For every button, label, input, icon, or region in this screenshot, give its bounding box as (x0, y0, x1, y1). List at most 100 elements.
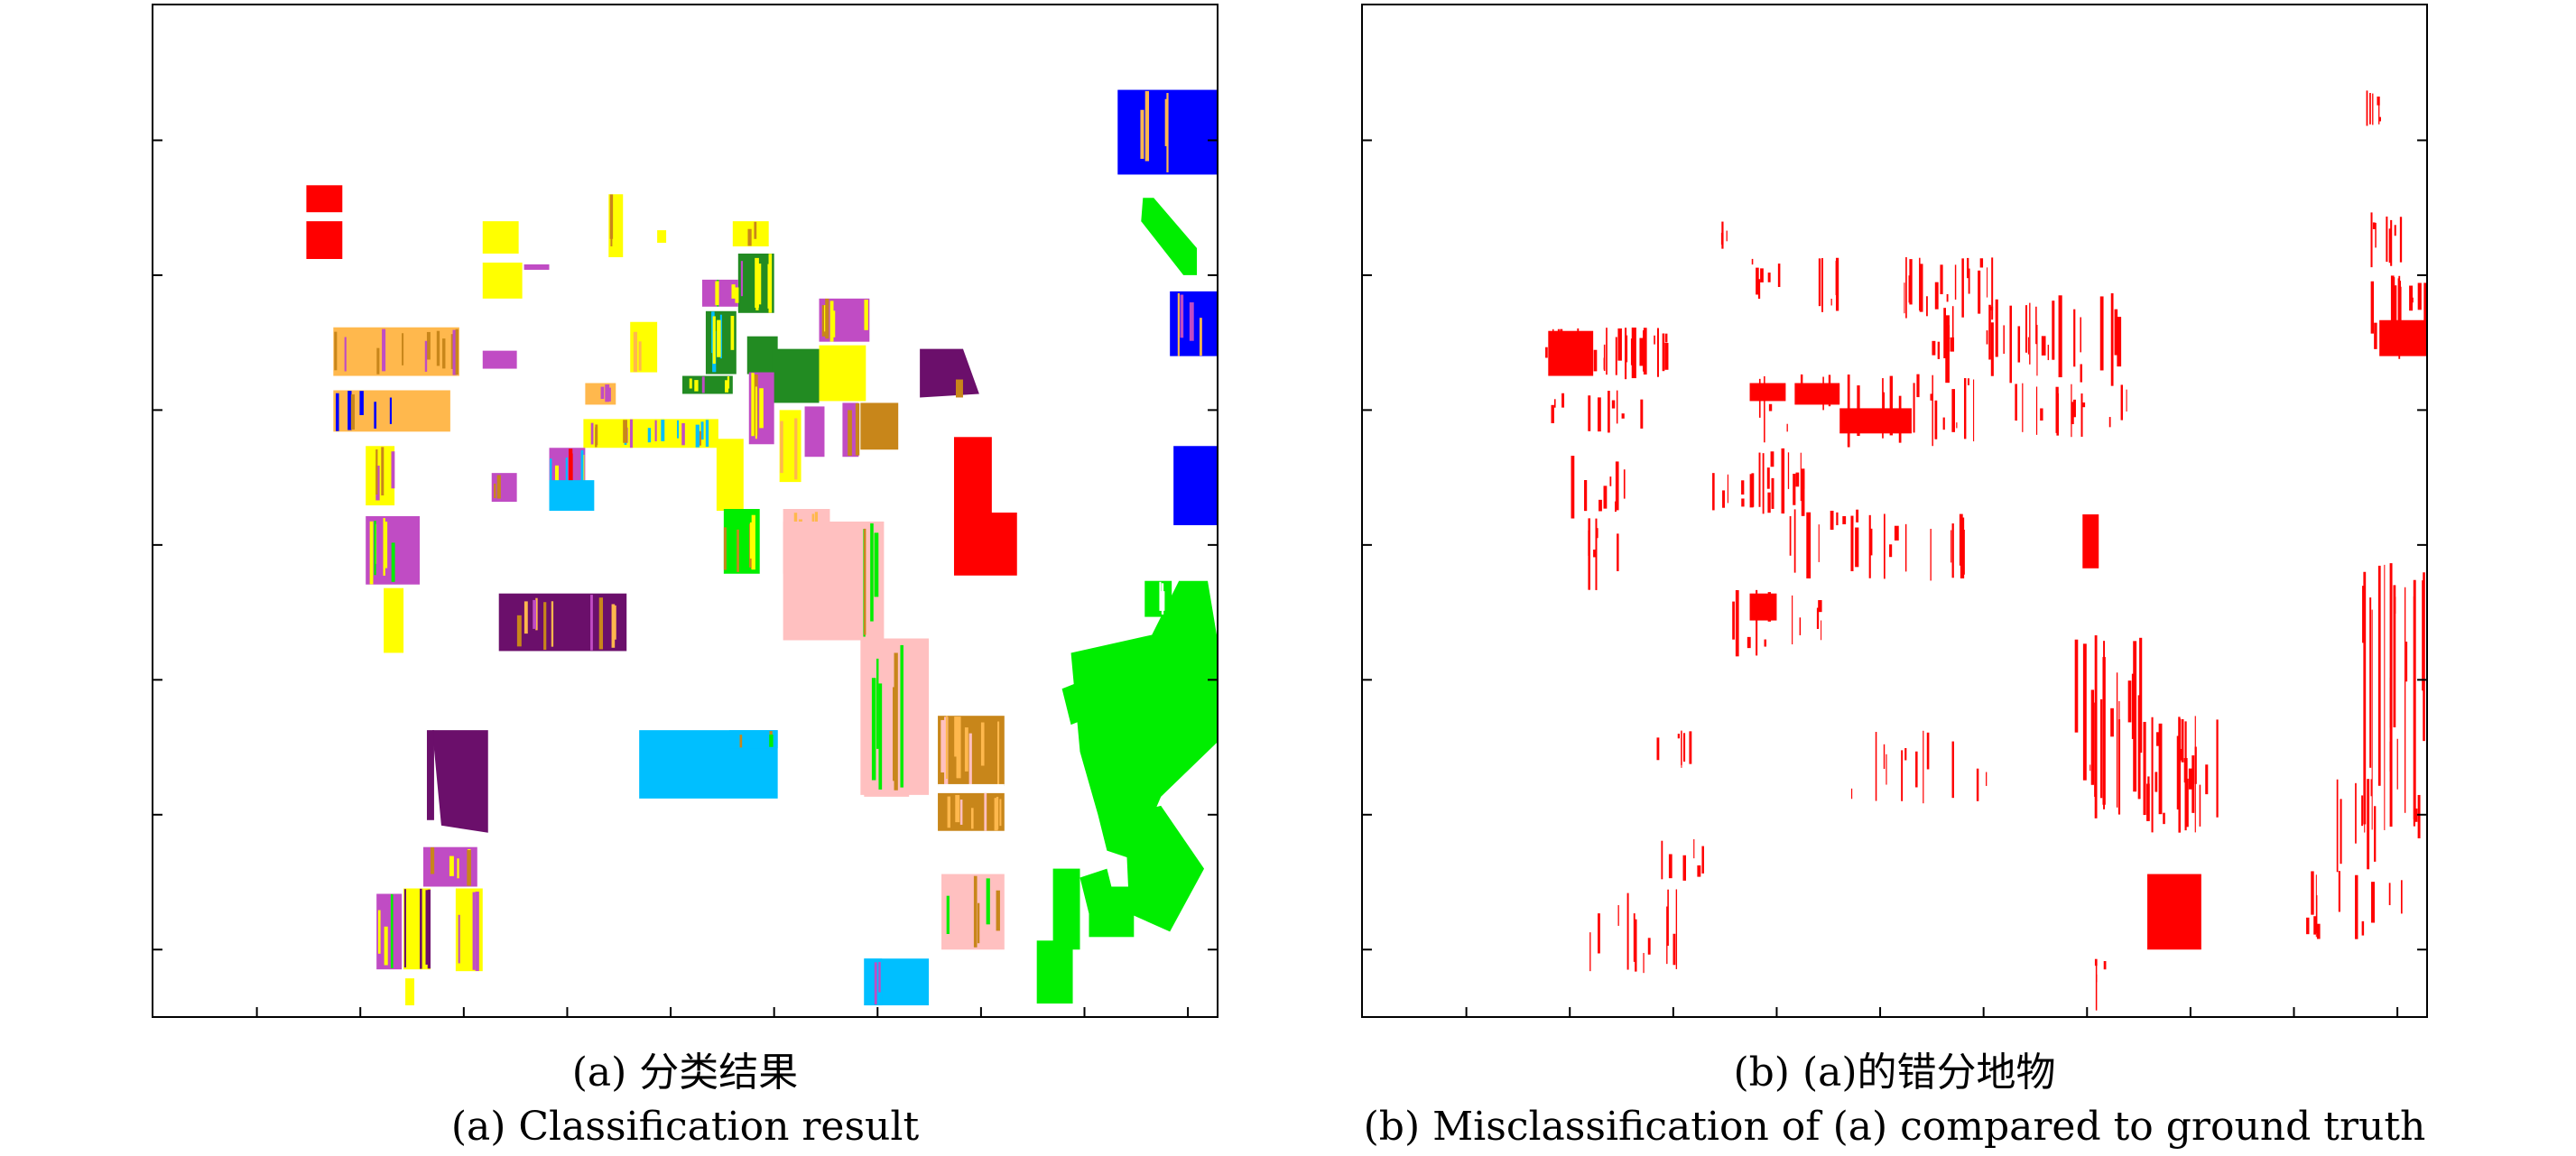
error-pixel (1664, 342, 1669, 370)
tick-mark (773, 1007, 775, 1016)
map-stripe (383, 518, 385, 576)
error-pixel (1642, 330, 1645, 372)
error-pixel (2413, 579, 2416, 819)
caption-b-english: (b) Misclassification of (a) compared to… (1363, 1104, 2426, 1150)
map-stripe (600, 386, 605, 400)
error-pixel (2095, 962, 2098, 1011)
tick-mark (2086, 1007, 2089, 1016)
map-stripe (638, 341, 642, 371)
map-region (804, 406, 825, 458)
tick-mark (1208, 273, 1217, 276)
error-pixel (1978, 270, 1981, 314)
tick-mark (1083, 1007, 1086, 1016)
error-pixel (1882, 378, 1884, 439)
error-pixel (2184, 896, 2189, 928)
map-stripe (629, 419, 633, 449)
map-stripe (389, 397, 392, 424)
map-stripe (436, 330, 440, 366)
error-pixel (2191, 755, 2195, 813)
map-region (306, 221, 343, 259)
error-pixel (2355, 782, 2357, 844)
error-pixel (2188, 768, 2192, 790)
error-pixel (2118, 700, 2120, 730)
error-pixel (2423, 282, 2426, 343)
map-stripe (661, 420, 665, 441)
tick-mark (1569, 1007, 1571, 1016)
map-region (333, 327, 459, 376)
error-pixel (2103, 641, 2106, 809)
error-pixel (1760, 268, 1764, 282)
error-pixel (1593, 349, 1598, 372)
map-stripe (878, 961, 881, 993)
error-pixel (2094, 702, 2097, 797)
error-pixel (1875, 732, 1877, 801)
error-pixel (1806, 512, 1812, 578)
map-stripe (705, 420, 709, 448)
map-stripe (768, 254, 773, 313)
error-pixel (1668, 854, 1673, 879)
map-stripe (821, 305, 826, 337)
map-stripe (864, 528, 866, 635)
map-stripe (449, 855, 454, 876)
error-pixel (2163, 812, 2165, 825)
map-stripe (533, 599, 536, 629)
error-pixel (1930, 528, 1932, 581)
error-pixel (1616, 390, 1618, 424)
error-pixel (1767, 492, 1771, 513)
error-pixel (1919, 264, 1923, 312)
error-pixel (1926, 296, 1928, 317)
error-pixel (1735, 589, 1739, 657)
error-pixel (2150, 892, 2152, 936)
error-pixel (1908, 275, 1910, 303)
error-pixel (1603, 486, 1608, 509)
error-pixel (1675, 889, 1678, 970)
tick-mark (1672, 1007, 1674, 1016)
map-stripe (715, 281, 719, 306)
map-stripe (894, 652, 898, 791)
error-pixel (1916, 374, 1920, 398)
map-stripe (874, 962, 877, 1005)
error-pixel (1623, 469, 1626, 499)
error-pixel (2400, 880, 2403, 914)
map-stripe (569, 449, 573, 511)
classification-map (152, 4, 1219, 1018)
map-region (819, 345, 866, 402)
error-pixel (2047, 344, 2050, 361)
error-pixel (1625, 328, 1627, 380)
error-pixel (1615, 461, 1619, 511)
map-stripe (543, 602, 547, 651)
tick-mark (2189, 1007, 2191, 1016)
error-pixel (1667, 889, 1669, 947)
tick-mark (462, 1007, 465, 1016)
error-pixel (1606, 328, 1608, 375)
tick-mark (1208, 813, 1217, 816)
error-pixel (2205, 764, 2209, 795)
error-pixel (2183, 758, 2188, 783)
error-pixel (1963, 378, 1967, 439)
error-pixel (1932, 340, 1936, 356)
error-pixel (1799, 617, 1802, 635)
error-pixel (1640, 399, 1644, 429)
error-pixel (1801, 468, 1805, 516)
tick-mark (566, 1007, 569, 1016)
error-pixel (2390, 275, 2395, 347)
error-pixel (1883, 392, 1886, 429)
map-stripe (977, 902, 980, 944)
error-pixel (1988, 304, 1991, 360)
error-pixel (1689, 731, 1692, 764)
error-pixel (1835, 257, 1839, 311)
error-pixel (1626, 335, 1628, 363)
map-stripe (956, 723, 960, 778)
error-pixel (1656, 328, 1659, 377)
error-pixel (2379, 319, 2426, 356)
map-region (549, 480, 595, 511)
map-stripe (551, 601, 554, 647)
map-stripe (864, 300, 868, 330)
map-stripe (605, 384, 610, 402)
error-pixel (1621, 413, 1625, 419)
error-pixel (1956, 422, 1958, 429)
map-stripe (382, 328, 386, 372)
map-stripe (994, 798, 998, 831)
error-pixel (1951, 306, 1954, 339)
map-stripe (633, 331, 637, 373)
